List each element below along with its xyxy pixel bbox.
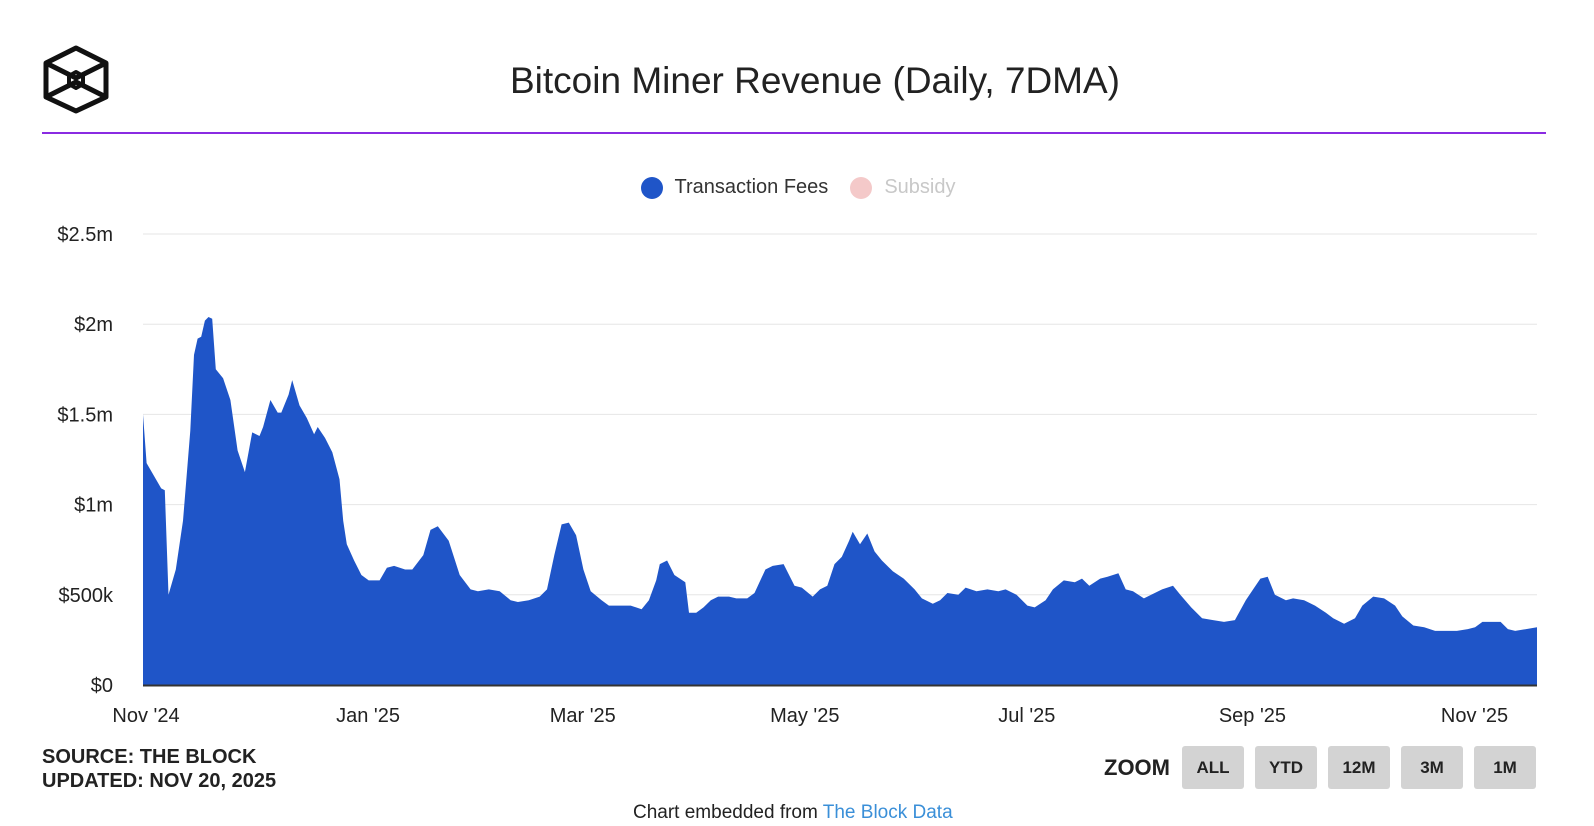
zoom-1m-button[interactable]: 1M [1474, 746, 1536, 789]
zoom-ytd-button[interactable]: YTD [1255, 746, 1317, 789]
legend-item-transaction-fees[interactable]: Transaction Fees [640, 176, 829, 199]
legend-label: Subsidy [884, 176, 956, 198]
x-tick-label: Jan '25 [336, 705, 400, 727]
x-tick-label: Nov '25 [1441, 705, 1508, 727]
x-tick-label: Nov '24 [112, 705, 179, 727]
chart-title: Bitcoin Miner Revenue (Daily, 7DMA) [509, 60, 1120, 101]
zoom-controls: ZOOM ALL YTD 12M 3M 1M [1104, 746, 1547, 789]
embed-text: Chart embedded from [633, 802, 823, 823]
y-tick-label: $1.5m [57, 404, 113, 426]
legend-label: Transaction Fees [674, 176, 829, 198]
x-tick-label: Sep '25 [1219, 705, 1286, 727]
series-area-transaction-fees [143, 317, 1537, 685]
zoom-label: ZOOM [1104, 754, 1170, 780]
y-tick-label: $0 [91, 675, 113, 697]
y-tick-label: $500k [59, 585, 114, 607]
source-text: SOURCE: THE BLOCK [42, 746, 257, 768]
zoom-12m-button[interactable]: 12M [1328, 746, 1390, 789]
updated-text: UPDATED: NOV 20, 2025 [42, 770, 277, 792]
embed-note: Chart embedded from The Block Data [633, 802, 953, 824]
y-tick-label: $1m [74, 495, 113, 517]
legend: Transaction Fees Subsidy [0, 176, 1594, 199]
x-tick-label: Mar '25 [550, 705, 616, 727]
y-tick-label: $2m [74, 314, 113, 336]
zoom-3m-button[interactable]: 3M [1401, 746, 1463, 789]
y-tick-label: $2.5m [57, 224, 113, 246]
zoom-all-button[interactable]: ALL [1182, 746, 1244, 789]
the-block-logo [43, 45, 109, 114]
x-tick-label: Jul '25 [998, 705, 1055, 727]
the-block-data-link[interactable]: The Block Data [822, 802, 953, 823]
legend-item-subsidy[interactable]: Subsidy [850, 176, 955, 199]
legend-marker-subsidy [850, 176, 873, 199]
legend-marker-fees [640, 176, 663, 199]
source-info: SOURCE: THE BLOCK UPDATED: NOV 20, 2025 [42, 745, 276, 793]
x-tick-label: May '25 [770, 705, 839, 727]
area-chart: $0 $500k $1m $1.5m $2m $2.5m Nov '24 Jan '25 Mar… [57, 224, 1537, 727]
title-divider [42, 132, 1546, 134]
